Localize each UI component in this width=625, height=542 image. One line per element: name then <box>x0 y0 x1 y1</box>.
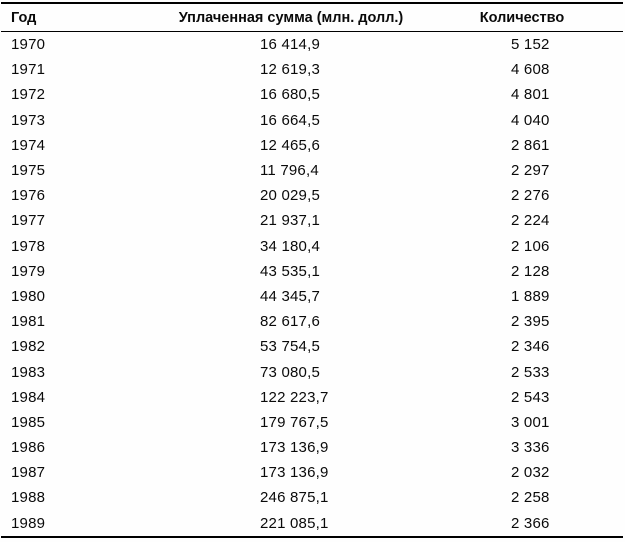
year-cell: 1983 <box>11 363 46 381</box>
count-cell: 4 040 <box>511 111 550 129</box>
table-row: 1985 179 767,5 3 001 <box>1 410 623 435</box>
count-cell: 2 346 <box>511 338 550 356</box>
year-cell: 1986 <box>11 439 46 457</box>
col-header-count: Количество <box>421 3 623 32</box>
table-row: 1980 44 345,7 1 889 <box>1 284 623 309</box>
paid-sum-cell: 20 029,5 <box>260 187 320 205</box>
year-cell: 1971 <box>11 61 46 79</box>
count-cell: 1 889 <box>511 287 550 305</box>
year-cell: 1974 <box>11 136 46 154</box>
year-cell: 1988 <box>11 489 46 507</box>
year-cell: 1981 <box>11 313 46 331</box>
count-cell: 2 861 <box>511 136 550 154</box>
table-row: 1970 16 414,9 5 152 <box>1 32 623 58</box>
table-row: 1983 73 080,5 2 533 <box>1 359 623 384</box>
paid-sum-cell: 16 664,5 <box>260 111 320 129</box>
count-cell: 2 297 <box>511 162 550 180</box>
paid-sum-cell: 122 223,7 <box>260 388 329 406</box>
year-cell: 1984 <box>11 388 46 406</box>
table-row: 1974 12 465,6 2 861 <box>1 133 623 158</box>
table-row: 1984 122 223,7 2 543 <box>1 385 623 410</box>
paid-sum-cell: 21 937,1 <box>260 212 320 230</box>
year-cell: 1978 <box>11 237 46 255</box>
table-row: 1979 43 535,1 2 128 <box>1 259 623 284</box>
paid-sum-cell: 53 754,5 <box>260 338 320 356</box>
year-cell: 1973 <box>11 111 46 129</box>
count-cell: 2 032 <box>511 464 550 482</box>
paid-sum-cell: 34 180,4 <box>260 237 320 255</box>
paid-sum-cell: 246 875,1 <box>260 489 329 507</box>
paid-sum-cell: 179 767,5 <box>260 413 329 431</box>
col-header-year: Год <box>1 3 161 32</box>
paid-sum-cell: 82 617,6 <box>260 313 320 331</box>
table-row: 1977 21 937,1 2 224 <box>1 208 623 233</box>
count-cell: 2 366 <box>511 514 550 532</box>
year-cell: 1976 <box>11 187 46 205</box>
table-row: 1982 53 754,5 2 346 <box>1 334 623 359</box>
paid-sum-cell: 44 345,7 <box>260 287 320 305</box>
year-cell: 1989 <box>11 514 46 532</box>
count-cell: 3 336 <box>511 439 550 457</box>
paid-sum-cell: 12 619,3 <box>260 61 320 79</box>
paid-sum-cell: 173 136,9 <box>260 464 329 482</box>
table-row: 1971 12 619,3 4 608 <box>1 57 623 82</box>
year-cell: 1977 <box>11 212 46 230</box>
paid-sum-cell: 12 465,6 <box>260 136 320 154</box>
table-row: 1989 221 085,1 2 366 <box>1 511 623 537</box>
table-row: 1988 246 875,1 2 258 <box>1 485 623 510</box>
count-cell: 5 152 <box>511 36 550 54</box>
table-row: 1978 34 180,4 2 106 <box>1 234 623 259</box>
count-cell: 2 543 <box>511 388 550 406</box>
year-cell: 1979 <box>11 262 46 280</box>
count-cell: 2 224 <box>511 212 550 230</box>
paid-sum-cell: 43 535,1 <box>260 262 320 280</box>
table-row: 1975 11 796,4 2 297 <box>1 158 623 183</box>
year-cell: 1980 <box>11 287 46 305</box>
count-cell: 2 106 <box>511 237 550 255</box>
year-cell: 1985 <box>11 413 46 431</box>
count-cell: 4 608 <box>511 61 550 79</box>
paid-sum-cell: 73 080,5 <box>260 363 320 381</box>
table-row: 1986 173 136,9 3 336 <box>1 435 623 460</box>
paid-sum-cell: 173 136,9 <box>260 439 329 457</box>
table-header-row: Год Уплаченная сумма (млн. долл.) Количе… <box>1 3 623 32</box>
count-cell: 4 801 <box>511 86 550 104</box>
col-header-paid-sum: Уплаченная сумма (млн. долл.) <box>161 3 421 32</box>
count-cell: 2 258 <box>511 489 550 507</box>
table-body: 1970 16 414,9 5 152 1971 12 619,3 4 608 1972 16… <box>1 32 623 537</box>
year-cell: 1975 <box>11 162 46 180</box>
paid-sum-cell: 16 414,9 <box>260 36 320 54</box>
paid-sum-cell: 11 796,4 <box>260 162 319 180</box>
paid-sum-cell: 221 085,1 <box>260 514 329 532</box>
year-cell: 1972 <box>11 86 46 104</box>
count-cell: 2 395 <box>511 313 550 331</box>
table-row: 1987 173 136,9 2 032 <box>1 460 623 485</box>
table-row: 1981 82 617,6 2 395 <box>1 309 623 334</box>
count-cell: 2 276 <box>511 187 550 205</box>
count-cell: 3 001 <box>511 413 550 431</box>
year-cell: 1982 <box>11 338 46 356</box>
count-cell: 2 128 <box>511 262 550 280</box>
table-row: 1973 16 664,5 4 040 <box>1 108 623 133</box>
table-row: 1972 16 680,5 4 801 <box>1 82 623 107</box>
year-cell: 1970 <box>11 36 46 54</box>
paid-sum-cell: 16 680,5 <box>260 86 320 104</box>
table-row: 1976 20 029,5 2 276 <box>1 183 623 208</box>
count-cell: 2 533 <box>511 363 550 381</box>
year-cell: 1987 <box>11 464 46 482</box>
